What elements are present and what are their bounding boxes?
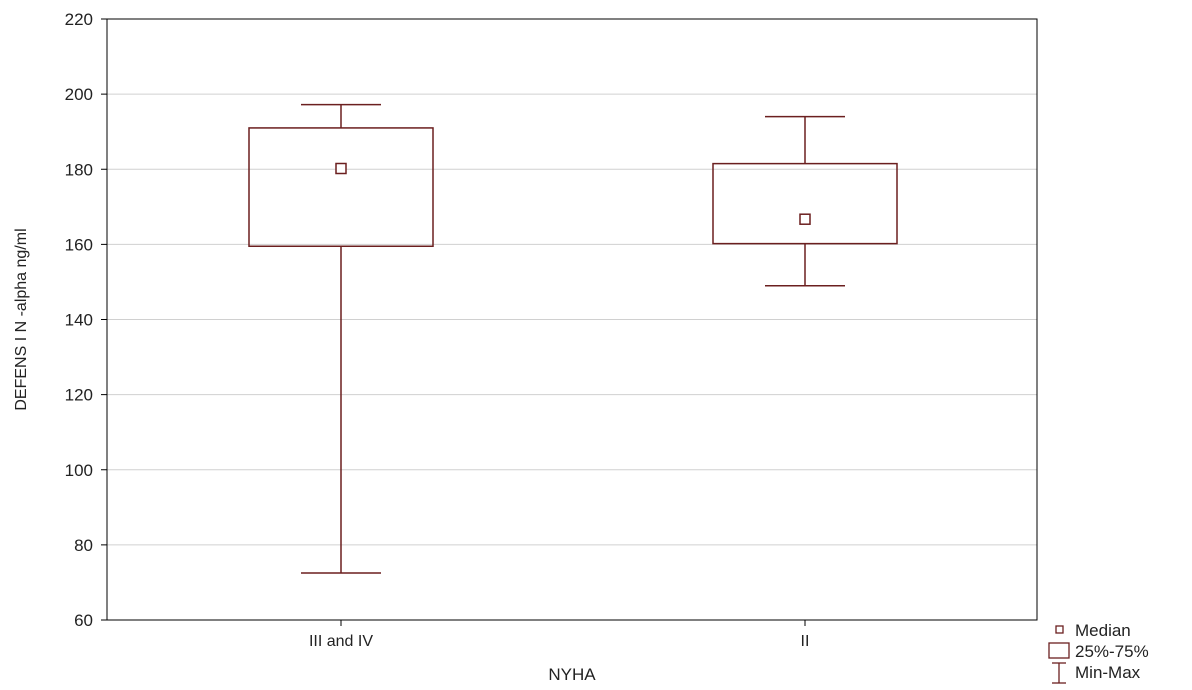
y-tick-label: 100 bbox=[65, 461, 93, 480]
y-tick-label: 220 bbox=[65, 10, 93, 29]
legend-box-label: 25%-75% bbox=[1075, 642, 1149, 661]
y-axis-title: DEFENS I N -alpha ng/ml bbox=[13, 228, 30, 410]
y-tick-label: 60 bbox=[74, 611, 93, 630]
iqr-box bbox=[248, 127, 434, 248]
median-marker bbox=[799, 213, 811, 225]
y-tick-label: 180 bbox=[65, 160, 93, 179]
iqr-box bbox=[712, 162, 898, 245]
y-tick-label: 80 bbox=[74, 536, 93, 555]
legend-box-icon bbox=[1048, 642, 1070, 659]
y-tick-label: 140 bbox=[65, 311, 93, 330]
legend-minmax-label: Min-Max bbox=[1075, 663, 1141, 682]
x-axis-ticks: III and IV II bbox=[309, 620, 809, 650]
box-ii bbox=[712, 115, 898, 287]
box-iii-and-iv bbox=[248, 103, 434, 574]
legend-median-icon bbox=[1055, 625, 1064, 634]
legend: Median 25%-75% Min-Max bbox=[1048, 621, 1149, 684]
grid-lines bbox=[107, 93, 1037, 546]
y-tick-label: 160 bbox=[65, 235, 93, 254]
median-marker bbox=[335, 162, 347, 175]
y-axis-ticks: 60 80 100 120 140 160 180 200 220 bbox=[65, 10, 107, 630]
x-axis-title: NYHA bbox=[548, 665, 596, 684]
x-tick-label: II bbox=[801, 633, 810, 650]
legend-median-label: Median bbox=[1075, 621, 1131, 640]
legend-whisker-icon bbox=[1052, 662, 1066, 684]
y-tick-label: 120 bbox=[65, 386, 93, 405]
x-tick-label: III and IV bbox=[309, 633, 373, 650]
boxes-layer bbox=[248, 103, 898, 574]
y-tick-label: 200 bbox=[65, 85, 93, 104]
